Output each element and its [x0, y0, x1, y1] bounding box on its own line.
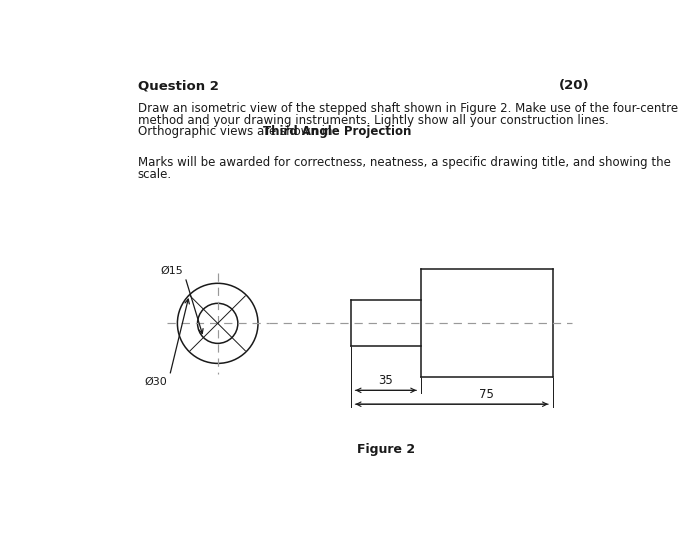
Text: Ø30: Ø30: [145, 377, 167, 387]
Text: Ø15: Ø15: [160, 265, 183, 276]
Text: Orthographic views are shown in: Orthographic views are shown in: [138, 125, 336, 138]
Text: Question 2: Question 2: [138, 79, 218, 92]
Text: Draw an isometric view of the stepped shaft shown in Figure 2. Make use of the f: Draw an isometric view of the stepped sh…: [138, 102, 678, 116]
Text: .: .: [361, 125, 365, 138]
Text: method and your drawing instruments. Lightly show all your construction lines.: method and your drawing instruments. Lig…: [138, 114, 608, 127]
Text: 75: 75: [480, 388, 494, 401]
Text: Figure 2: Figure 2: [357, 443, 415, 456]
Text: Third Angle Projection: Third Angle Projection: [263, 125, 412, 138]
Text: scale.: scale.: [138, 168, 172, 181]
Text: Marks will be awarded for correctness, neatness, a specific drawing title, and s: Marks will be awarded for correctness, n…: [138, 156, 671, 169]
Text: 35: 35: [379, 374, 393, 387]
Text: (20): (20): [559, 79, 589, 92]
